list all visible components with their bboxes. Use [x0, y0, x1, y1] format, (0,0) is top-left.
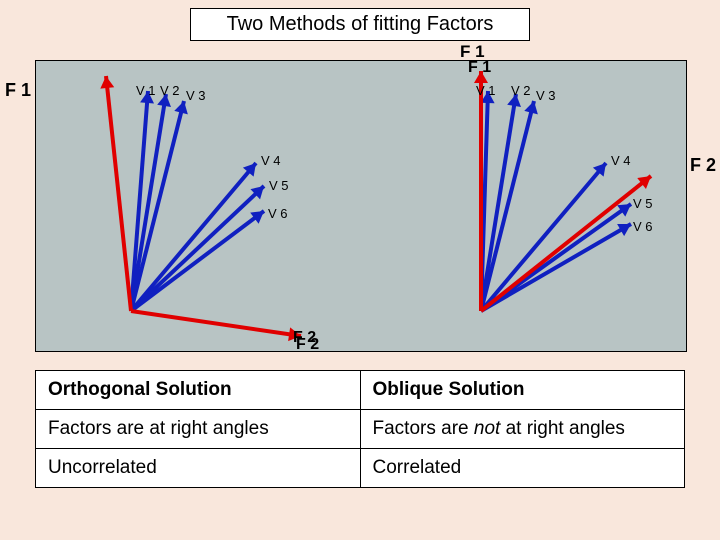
vector-label: F 2 [293, 329, 316, 347]
cell-orthogonal-header: Orthogonal Solution [36, 371, 361, 410]
left-factor-label-outer: F 1 [5, 80, 31, 101]
vector-label: V 5 [633, 196, 653, 211]
title-box: Two Methods of fitting Factors [190, 8, 530, 41]
solutions-table: Orthogonal Solution Oblique Solution Fac… [35, 370, 685, 488]
cell-orthogonal-desc: Factors are at right angles [36, 410, 361, 449]
right-factor-label-outer: F 2 [690, 155, 716, 176]
vector-label: V 6 [633, 219, 653, 234]
table-row: Factors are at right angles Factors are … [36, 410, 685, 449]
table-row: Uncorrelated Correlated [36, 449, 685, 488]
right-f1-label: F 1 [460, 42, 485, 62]
emph-not: not [474, 418, 500, 439]
vector-label: V 1 [136, 83, 156, 98]
table-row: Orthogonal Solution Oblique Solution [36, 371, 685, 410]
cell-orthogonal-corr: Uncorrelated [36, 449, 361, 488]
vector-label: V 2 [511, 83, 531, 98]
plot-svg [36, 61, 686, 351]
plot-area: V 1V 2V 3V 4V 5V 6F 2V 1V 2V 3V 4V 5V 6F… [35, 60, 687, 352]
vector-label: V 4 [261, 153, 281, 168]
vector-label: V 4 [611, 153, 631, 168]
vector-label: V 3 [186, 88, 206, 103]
vector-label: V 5 [269, 178, 289, 193]
cell-oblique-header: Oblique Solution [360, 371, 685, 410]
cell-oblique-corr: Correlated [360, 449, 685, 488]
vector-label: V 6 [268, 206, 288, 221]
vector-label: V 2 [160, 83, 180, 98]
cell-oblique-desc: Factors are not at right angles [360, 410, 685, 449]
title-text: Two Methods of fitting Factors [227, 13, 494, 35]
vector-label: V 1 [476, 83, 496, 98]
vector-label: V 3 [536, 88, 556, 103]
